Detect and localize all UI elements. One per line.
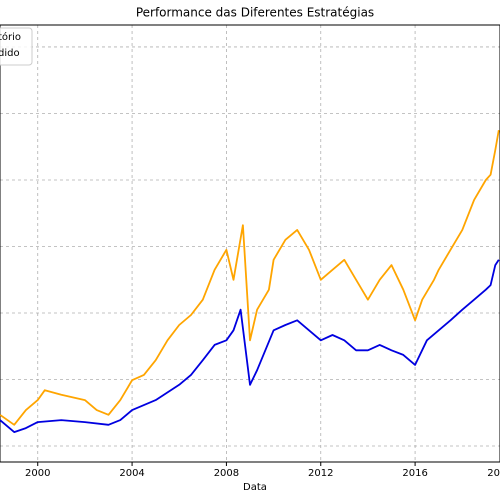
legend-label: tório <box>0 31 21 43</box>
series-line <box>0 129 500 426</box>
legend-box <box>0 27 33 66</box>
x-tick-label: 2008 <box>214 468 239 479</box>
x-axis-label: Data <box>243 482 267 493</box>
chart-title: Performance das Diferentes Estratégias <box>136 6 374 20</box>
series-line <box>0 259 500 433</box>
x-tick-label: 2016 <box>402 468 427 479</box>
x-tick-label: 2000 <box>25 468 50 479</box>
x-tick-label: 2004 <box>119 468 144 479</box>
x-tick-label: 2012 <box>308 468 333 479</box>
x-tick-label: 20 <box>487 468 500 479</box>
legend-label: dido <box>0 48 20 59</box>
plot-frame <box>0 24 500 463</box>
